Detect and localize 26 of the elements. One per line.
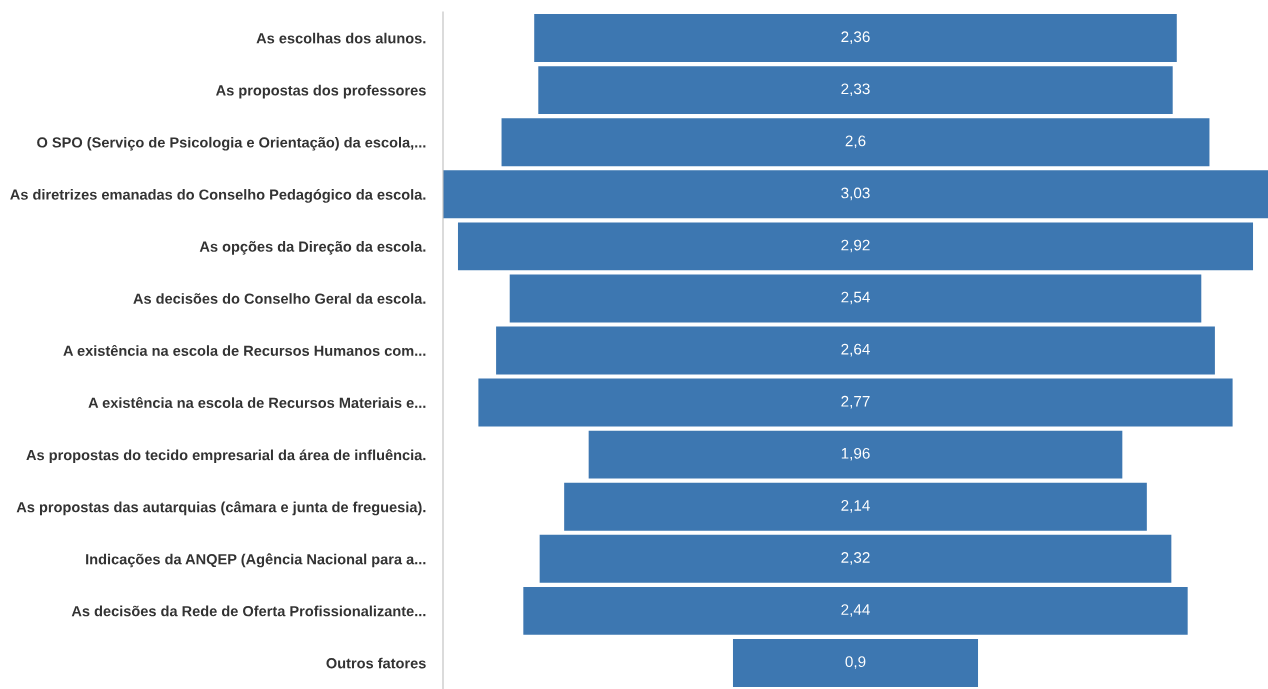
category-label: As escolhas dos alunos. (256, 32, 426, 44)
data-label: 2,32 (841, 552, 870, 565)
data-label: 2,44 (841, 604, 870, 617)
category-label: O SPO (Serviço de Psicologia e Orientação) da escola,... (37, 136, 426, 151)
category-label: As propostas dos professores (216, 84, 426, 99)
category-label: As opções da Direção da escola. (199, 241, 426, 255)
category-label: Indicações da ANQEP (Agência Nacional para a... (86, 553, 426, 568)
data-label: 0,9 (845, 656, 866, 669)
category-label: A existência na escola de Recursos Materiais e... (88, 396, 426, 408)
category-label: As propostas do tecido empresarial da área de influência. (26, 449, 426, 464)
data-label: 2,54 (841, 291, 870, 305)
data-label: 2,33 (841, 83, 870, 97)
data-label: 1,96 (841, 447, 870, 461)
data-label: 2,64 (841, 343, 870, 357)
data-label: 2,36 (841, 31, 870, 44)
data-label: 2,6 (845, 135, 866, 149)
category-label: As propostas das autarquias (câmara e junta de freguesia). (16, 501, 426, 516)
data-label: 2,14 (841, 500, 870, 513)
data-label: 2,92 (841, 239, 870, 253)
category-label: A existência na escola de Recursos Humanos com... (63, 344, 426, 356)
data-label: 3,03 (841, 187, 870, 201)
category-label: As diretrizes emanadas do Conselho Pedagógico da escola. (10, 188, 426, 203)
category-label: As decisões do Conselho Geral da escola. (133, 293, 426, 304)
category-label: As decisões da Rede de Oferta Profissionalizante... (71, 605, 426, 617)
data-label: 2,77 (841, 395, 870, 409)
category-label: Outros fatores (326, 657, 426, 669)
